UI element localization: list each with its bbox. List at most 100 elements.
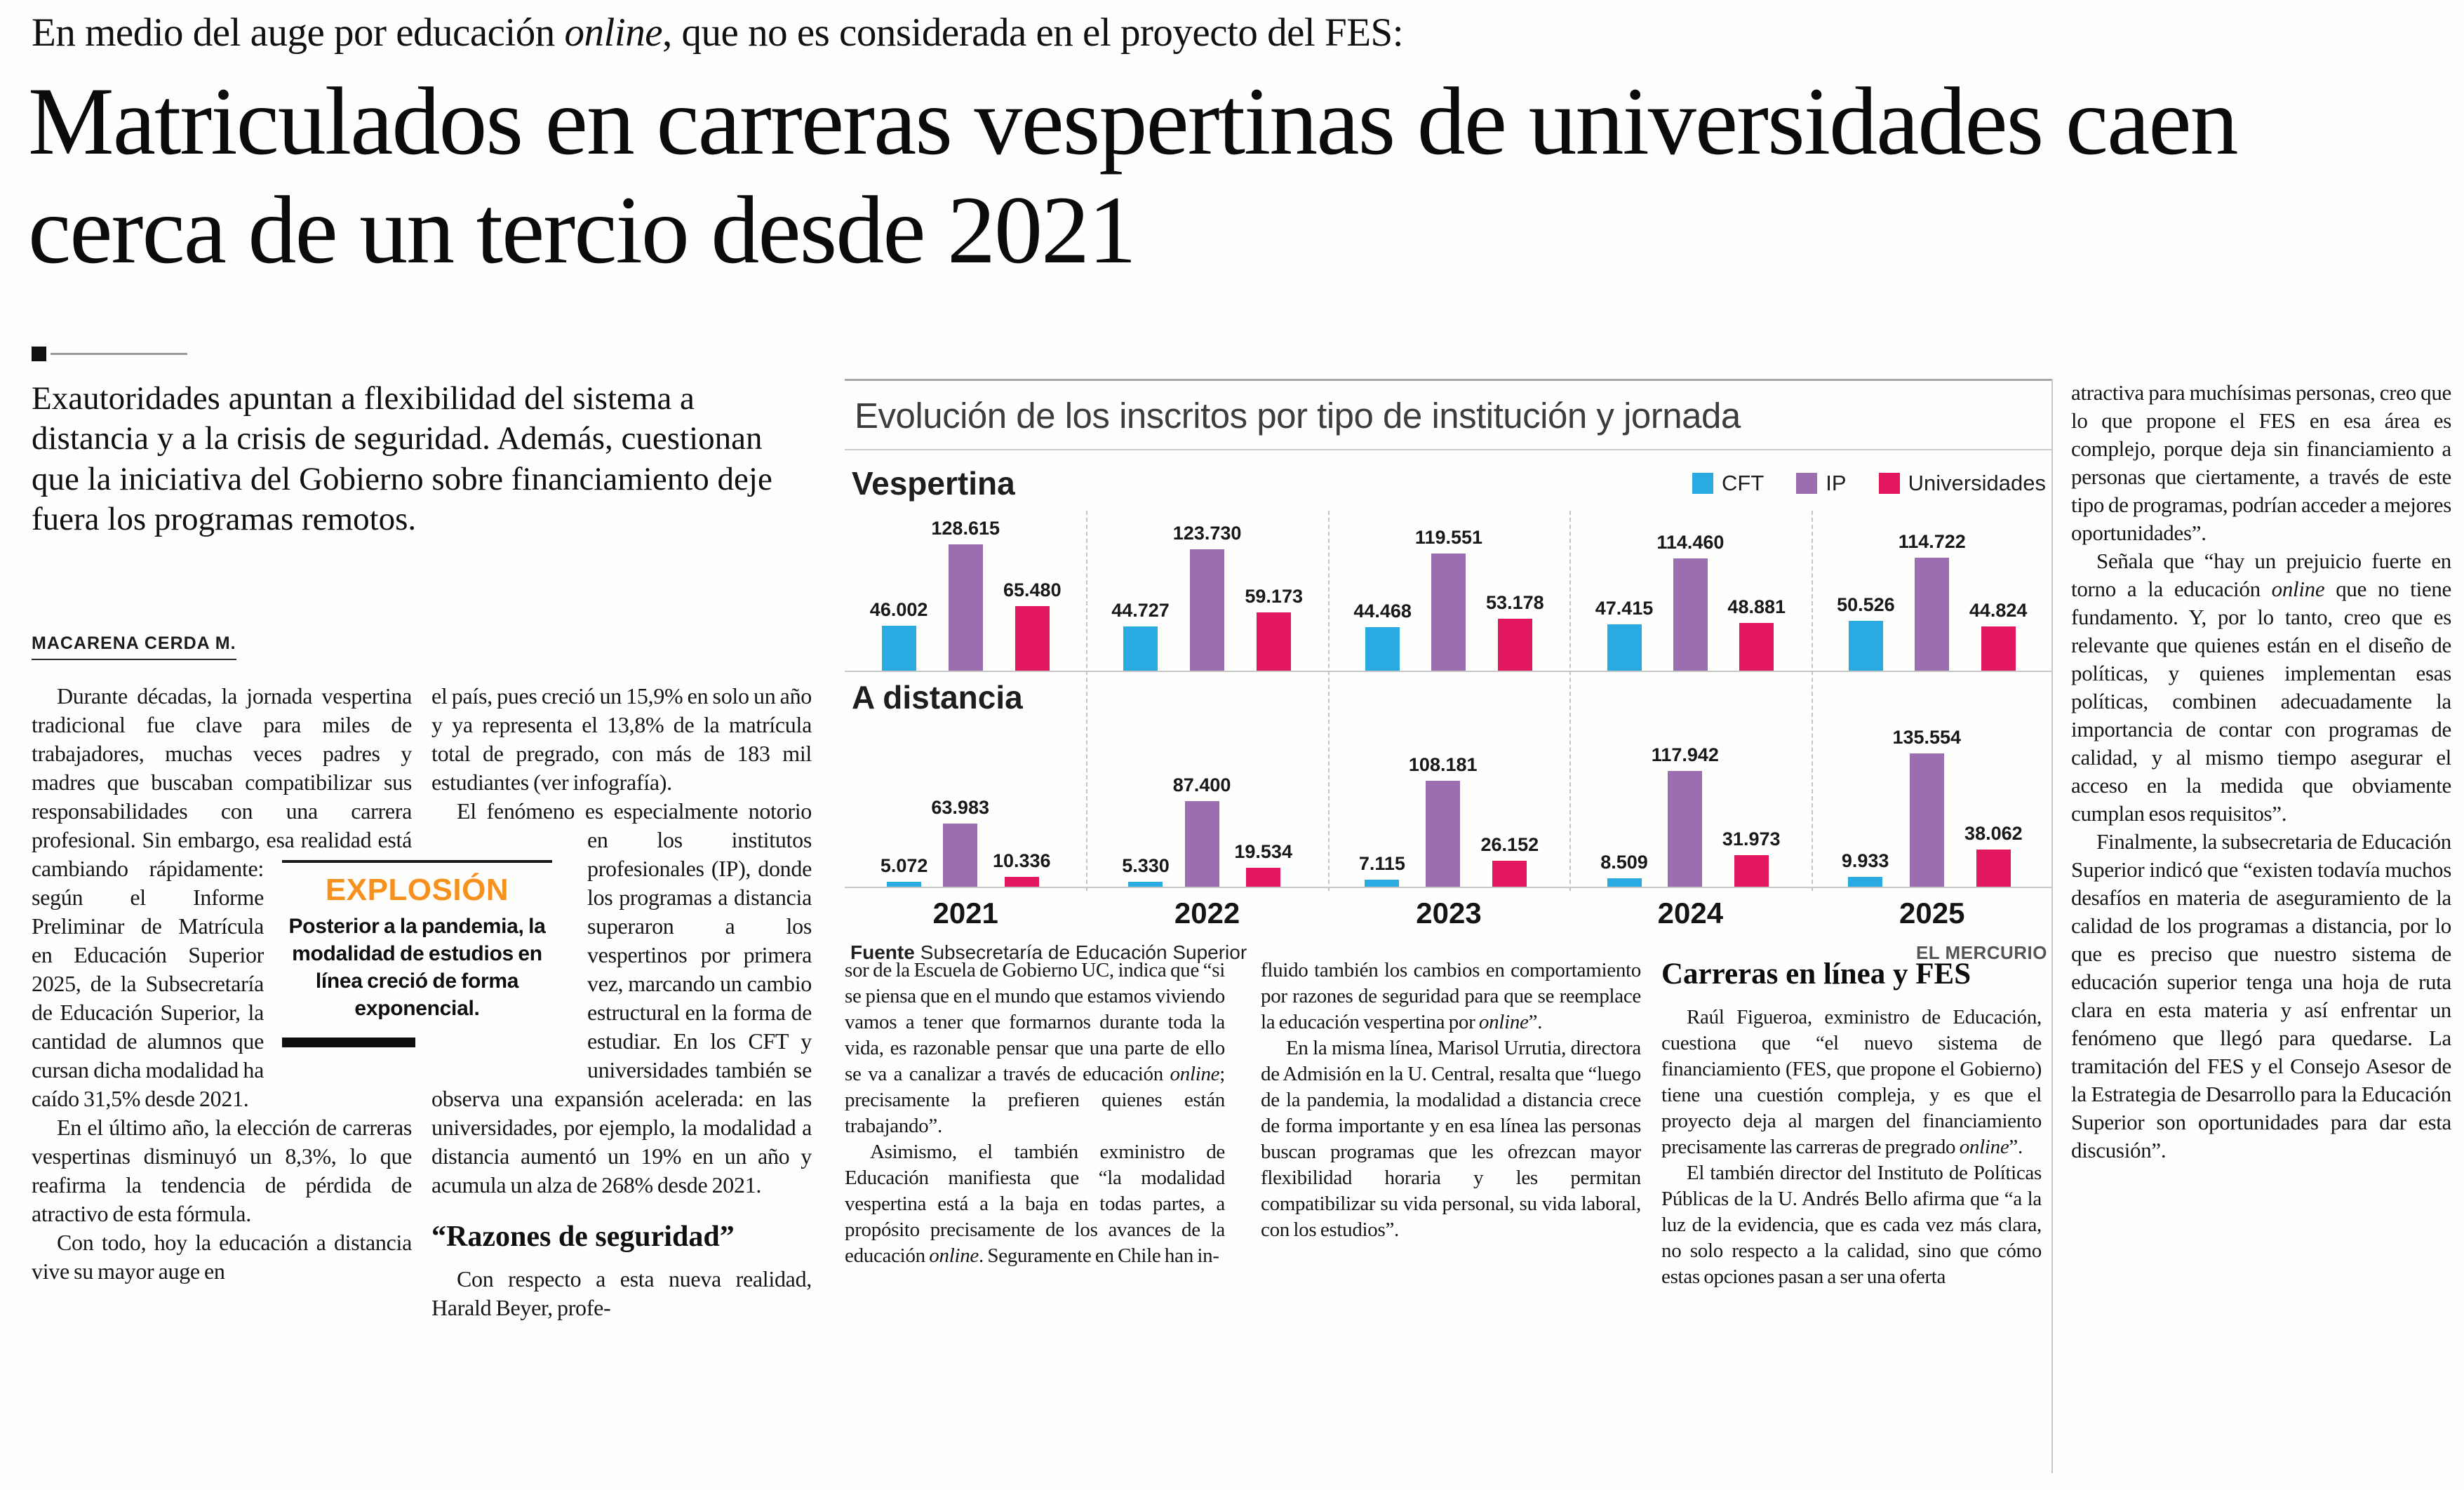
bar-ip-a-distancia-2021: 63.983 [931, 797, 989, 887]
bar-value-label: 44.824 [1969, 600, 2028, 621]
paragraph-text: El fenómeno es especialmente notorio en … [457, 798, 812, 852]
bar-universidades-vespertina-2025: 44.824 [1969, 600, 2028, 671]
chart-source: Fuente Subsecretaría de Educación Superio… [850, 941, 1247, 964]
bar [1976, 850, 2011, 887]
bar-cft-vespertina-2024: 47.415 [1595, 598, 1654, 671]
bar-cft-a-distancia-2023: 7.115 [1359, 853, 1405, 887]
paragraph: el país, pues creció un 15,9% en solo un… [431, 683, 812, 795]
bar [1431, 553, 1466, 671]
bar-value-label: 119.551 [1414, 527, 1483, 548]
bar [1004, 877, 1039, 887]
bar-value-label: 65.480 [1003, 579, 1062, 600]
bar [1257, 612, 1292, 671]
bar-ip-vespertina-2022: 123.730 [1173, 523, 1241, 671]
headline: Matriculados en carreras vespertinas de … [28, 67, 2239, 283]
paragraph: Raúl Figueroa, exministro de Educación, … [1661, 1006, 2042, 1159]
bars-row-a-distancia: 5.072 63.983 10.336 5.330 87.400 19.534 7.115 1… [845, 717, 2053, 888]
bar-cft-vespertina-2021: 46.002 [870, 599, 928, 671]
bar [1365, 627, 1400, 671]
bar-value-label: 128.615 [931, 518, 1000, 539]
bar [1981, 626, 2016, 671]
legend-item-cft: CFT [1692, 471, 1764, 496]
dashed-separator [1569, 511, 1572, 891]
legend-item-ip: IP [1796, 471, 1847, 496]
bar [881, 626, 916, 671]
bar [943, 824, 978, 887]
bar [1123, 626, 1158, 671]
paragraph: Durante décadas, la jornada vespertina t… [32, 682, 552, 1113]
text-column-3: sor de la Escuela de Gobierno UC, indica… [845, 958, 1225, 1485]
bar-value-label: 5.330 [1122, 855, 1170, 876]
paragraph: En la misma línea, Marisol Urrutia, dire… [1261, 1037, 1641, 1241]
bar-value-label: 47.415 [1595, 598, 1654, 619]
paragraph-text: Durante décadas, la jornada vespertina t… [32, 683, 412, 852]
paragraph: Señala que “hay un prejuicio fuerte en t… [2071, 549, 2451, 826]
bar-value-label: 8.509 [1600, 852, 1648, 873]
bar-universidades-a-distancia-2021: 10.336 [993, 850, 1051, 887]
chart-legend: CFT IP Universidades [1692, 471, 2046, 496]
bar [1015, 606, 1050, 671]
bar-value-label: 44.727 [1111, 600, 1170, 621]
section-label-vespertina: Vespertina [852, 465, 1015, 502]
paragraph: Finalmente, la subsecretaria de Educació… [2071, 829, 2451, 1162]
bar-ip-vespertina-2025: 114.722 [1899, 531, 1966, 671]
bar [1673, 558, 1708, 671]
paragraph-text: institutos profesionales (IP), donde los… [431, 827, 812, 1197]
year-label-2023: 2023 [1416, 897, 1482, 929]
year-label-2021: 2021 [932, 897, 998, 929]
bar-value-label: 19.534 [1234, 841, 1292, 862]
bar-group-a-distancia-2021: 5.072 63.983 10.336 [845, 797, 1086, 887]
bar [1734, 855, 1769, 887]
bar-value-label: 117.942 [1651, 744, 1719, 765]
section-rule [51, 353, 187, 355]
kicker: En medio del auge por educación online, … [32, 11, 1404, 55]
bar [1246, 868, 1281, 887]
explosion-callout: EXPLOSIÓN Posterior a la pandemia, la mod… [282, 860, 552, 1047]
section-head-a-distancia: A distancia [845, 678, 2053, 717]
bar [1607, 624, 1642, 671]
bar-value-label: 46.002 [869, 599, 928, 620]
callout-rule [282, 1038, 415, 1047]
bar [1190, 549, 1225, 671]
bar [1739, 623, 1774, 671]
bar-value-label: 50.526 [1837, 594, 1895, 615]
bar [1909, 753, 1944, 887]
bar-value-label: 59.173 [1245, 586, 1303, 607]
bar-value-label: 5.072 [880, 855, 928, 876]
bar-universidades-vespertina-2023: 53.178 [1486, 592, 1544, 671]
bar-group-vespertina-2025: 50.526 114.722 44.824 [1812, 531, 2053, 671]
column-divider-rule [2051, 379, 2053, 1473]
paragraph: El también director del Instituto de Pol… [1661, 1162, 2042, 1289]
paragraph: Con todo, hoy la educación a distancia v… [32, 1230, 412, 1284]
text-column-4: fluido también los cambios en comportami… [1261, 958, 1641, 1485]
bar-ip-vespertina-2021: 128.615 [931, 518, 1000, 671]
legend-label: IP [1826, 471, 1847, 495]
left-column-block: Durante décadas, la jornada vespertina t… [32, 682, 812, 1482]
chart-title: Evolución de los inscritos por tipo de i… [855, 396, 1741, 436]
chart-source-text: Subsecretaría de Educación Superior [920, 941, 1247, 963]
callout-title: EXPLOSIÓN [325, 873, 509, 907]
bar [1492, 861, 1527, 887]
bar [1848, 877, 1883, 887]
bar-value-label: 114.460 [1656, 532, 1725, 553]
bar-value-label: 114.722 [1898, 531, 1966, 552]
dashed-separator [1327, 511, 1330, 891]
text-column-6: atractiva para muchísimas personas, creo… [2071, 379, 2451, 1484]
dashed-separator [1086, 511, 1088, 891]
chart-source-label: Fuente [850, 941, 915, 963]
bar-group-a-distancia-2025: 9.933 135.554 38.062 [1812, 727, 2053, 887]
bar-universidades-vespertina-2021: 65.480 [1003, 579, 1062, 671]
bar-value-label: 9.933 [1841, 850, 1889, 871]
callout-body: Posterior a la pandemia, la modalidad de… [288, 915, 546, 1020]
legend-label: CFT [1722, 471, 1765, 495]
text-column-2: el país, pues creció un 15,9% en solo un… [431, 682, 812, 1482]
paragraph: Asimismo, el también exministro de Educa… [845, 1141, 1225, 1267]
paragraph: sor de la Escuela de Gobierno UC, indica… [845, 959, 1225, 1137]
bar-value-label: 31.973 [1722, 828, 1781, 850]
bar-group-vespertina-2023: 44.468 119.551 53.178 [1328, 527, 1569, 671]
legend-item-universidades: Universidades [1878, 471, 2046, 496]
year-label-2024: 2024 [1657, 897, 1724, 929]
bar-ip-a-distancia-2022: 87.400 [1173, 774, 1231, 887]
paragraph: fluido también los cambios en comportami… [1261, 959, 1641, 1033]
bar-universidades-a-distancia-2023: 26.152 [1481, 834, 1539, 887]
